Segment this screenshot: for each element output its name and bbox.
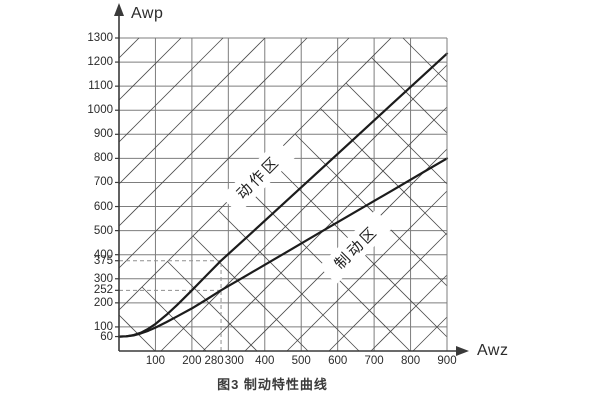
y-tick-label: 600 (93, 200, 113, 213)
y-tick-label: 800 (93, 152, 113, 165)
y-tick-label: 375 (93, 254, 113, 267)
y-tick-label: 500 (93, 224, 113, 237)
x-tick-label: 280 (204, 355, 224, 367)
x-tick-label: 500 (291, 355, 311, 367)
diagonal-hatch-lines (118, 37, 448, 352)
y-tick-label: 1200 (87, 56, 113, 69)
x-axis-title: Awz (477, 342, 509, 359)
y-tick-label: 60 (100, 330, 113, 343)
characteristic-curves (117, 52, 449, 338)
x-tick-label: 200 (182, 355, 202, 367)
x-tick-label: 700 (364, 355, 384, 367)
y-tick-label: 200 (93, 296, 113, 309)
x-tick-label: 100 (145, 355, 166, 367)
x-tick-label: 800 (400, 355, 421, 367)
grid-lines (119, 37, 447, 351)
y-tick-label: 1100 (88, 80, 113, 93)
y-tick-label: 300 (93, 272, 113, 285)
axes-and-arrows (114, 3, 469, 356)
x-tick-label: 900 (437, 355, 457, 367)
y-axis-title: Awp (131, 5, 164, 22)
y-tick-label: 100 (93, 320, 113, 333)
y-tick-label: 1300 (87, 32, 113, 44)
y-tick-label: 700 (93, 176, 113, 189)
y-tick-label: 900 (93, 128, 113, 141)
y-tick-label: 1000 (87, 104, 113, 117)
x-tick-label: 300 (224, 355, 244, 367)
dashed-reference-lines (119, 260, 222, 351)
y-tick-label: 252 (93, 284, 113, 297)
x-tick-label: 600 (328, 355, 348, 367)
figure-caption: 图3 制动特性曲线 (217, 377, 328, 392)
x-tick-label: 400 (255, 355, 275, 367)
y-tick-label: 400 (93, 248, 113, 261)
